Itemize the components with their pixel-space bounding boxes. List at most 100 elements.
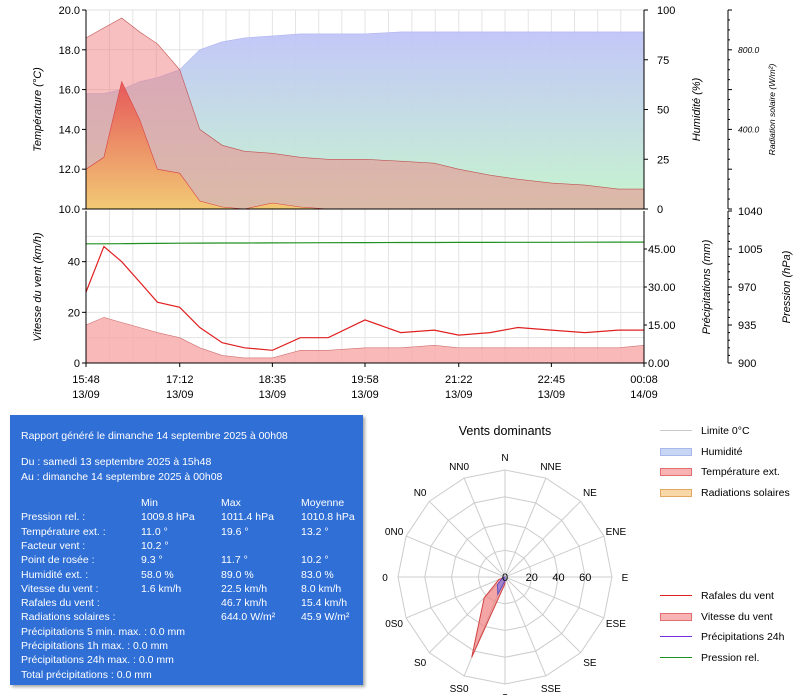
legend-line-swatch bbox=[660, 656, 692, 658]
x-tick-label: 18:35 bbox=[259, 374, 287, 386]
stat-cell: 15.4 km/h bbox=[301, 597, 348, 610]
x-tick-label: 19:58 bbox=[351, 374, 379, 386]
stat-cell: 10.2 ° bbox=[141, 539, 169, 552]
x-tick-label: 22:45 bbox=[538, 374, 566, 386]
rose-direction-label: E bbox=[622, 573, 629, 584]
rose-spoke bbox=[504, 500, 582, 578]
y-axis-title: Pression (hPa) bbox=[781, 250, 793, 323]
y-tick-label: 15.00 bbox=[648, 320, 676, 332]
stat-cell: 10.2 ° bbox=[301, 554, 329, 567]
y-tick-label: 50 bbox=[657, 105, 669, 117]
stat-cell: Min bbox=[141, 497, 158, 509]
stat-cell: Pression rel. : bbox=[21, 511, 86, 524]
rose-direction-label: 0S0 bbox=[385, 619, 403, 630]
y-tick-label: 800.0 bbox=[738, 45, 760, 55]
y-tick-label: 900 bbox=[738, 358, 756, 370]
stat-cell: 1009.8 hPa bbox=[141, 511, 195, 524]
rose-spoke bbox=[504, 535, 605, 578]
stat-cell: 22.5 km/h bbox=[221, 582, 268, 595]
stat-cell: 89.0 % bbox=[221, 568, 254, 581]
legend-label: Vitesse du vent bbox=[701, 610, 773, 623]
stat-cell: Facteur vent : bbox=[21, 539, 86, 552]
rose-spoke bbox=[504, 576, 605, 619]
rose-spoke bbox=[405, 535, 506, 578]
x-tick-label: 13/09 bbox=[72, 389, 100, 401]
stat-cell: Point de rosée : bbox=[21, 554, 95, 567]
wind-speed-area bbox=[85, 317, 645, 364]
rose-direction-label: N0 bbox=[414, 488, 427, 499]
y-tick-label: 12.0 bbox=[59, 164, 80, 176]
legend-box-swatch bbox=[660, 468, 692, 476]
rose-direction-label: ENE bbox=[606, 527, 627, 538]
y-tick-label: 25 bbox=[657, 154, 669, 166]
rose-direction-label: SSE bbox=[541, 684, 561, 695]
temperature-area bbox=[85, 17, 645, 210]
rose-direction-label: 0 bbox=[382, 573, 388, 584]
rose-direction-label: NNE bbox=[540, 462, 561, 473]
stat-cell: 1.6 km/h bbox=[141, 582, 182, 595]
legend-line-swatch bbox=[660, 636, 692, 637]
legend-box-swatch bbox=[660, 488, 692, 497]
stat-cell: 45.9 W/m² bbox=[301, 611, 350, 624]
rose-direction-label: S0 bbox=[414, 658, 427, 669]
x-tick-label: 17:12 bbox=[166, 374, 194, 386]
legend-label: Pression rel. bbox=[701, 651, 760, 664]
y-tick-label: 1005 bbox=[738, 244, 762, 256]
pressure-line bbox=[86, 241, 644, 245]
y-tick-label: 45.00 bbox=[648, 244, 676, 256]
stat-cell: 46.7 km/h bbox=[221, 597, 268, 610]
x-tick-label: 14/09 bbox=[630, 389, 658, 401]
stat-cell: Vitesse du vent : bbox=[21, 582, 99, 595]
y-tick-label: 20 bbox=[68, 307, 80, 319]
stat-cell: Total précipitations : 0.0 mm bbox=[21, 668, 152, 681]
rose-direction-label: NE bbox=[583, 488, 597, 499]
y-tick-label: 75 bbox=[657, 55, 669, 67]
stat-cell: 8.0 km/h bbox=[301, 582, 342, 595]
stat-cell: Moyenne bbox=[301, 497, 345, 509]
x-tick-label: 13/09 bbox=[351, 389, 379, 401]
rose-radial-label: 40 bbox=[552, 572, 564, 584]
y-tick-label: 40 bbox=[68, 257, 80, 269]
rose-direction-label: ESE bbox=[606, 619, 626, 630]
stat-cell: Max bbox=[221, 497, 241, 509]
rose-gust-area bbox=[496, 576, 506, 597]
y-axis-title: Humidité (%) bbox=[691, 77, 703, 141]
rose-direction-label: N bbox=[501, 453, 508, 464]
rose-direction-label: SE bbox=[583, 658, 597, 669]
x-tick-label: 00:08 bbox=[630, 374, 658, 386]
stat-cell: Température ext. : bbox=[21, 525, 106, 538]
y-tick-label: 16.0 bbox=[59, 85, 80, 97]
y-tick-label: 10.0 bbox=[59, 204, 80, 216]
wind-gust-line bbox=[85, 245, 644, 351]
stat-cell: 644.0 W/m² bbox=[221, 611, 276, 624]
stat-cell: 19.6 ° bbox=[221, 525, 249, 538]
y-tick-label: 935 bbox=[738, 320, 756, 332]
weather-charts: 10.0 12.0 14.0 16.0 18.0 20.0 0 25 50 75 100 Tempér… bbox=[32, 5, 793, 401]
y-axis-title: Température (°C) bbox=[32, 67, 44, 152]
rose-wind-area bbox=[471, 576, 506, 658]
stat-cell: Rafales du vent : bbox=[21, 597, 100, 610]
rose-direction-label: SS0 bbox=[450, 684, 469, 695]
rose-direction-label: S bbox=[502, 693, 509, 695]
legend-box-swatch bbox=[660, 447, 692, 456]
rose-spoke bbox=[504, 576, 547, 677]
rose-radial-label: 20 bbox=[526, 572, 538, 584]
x-tick-label: 13/09 bbox=[445, 389, 473, 401]
y-axis-title: Radiation solaire (W/m²) bbox=[767, 64, 777, 156]
report-to: Au : dimanche 14 septembre 2025 à 00h08 bbox=[21, 471, 223, 483]
report-title: Rapport généré le dimanche 14 septembre … bbox=[21, 430, 288, 442]
y-tick-label: 400.0 bbox=[738, 124, 760, 134]
rose-direction-label: 0N0 bbox=[385, 527, 404, 538]
stat-cell: Précipitations 1h max. : 0.0 mm bbox=[21, 639, 169, 652]
y-tick-label: 970 bbox=[738, 282, 756, 294]
legend-line-swatch bbox=[660, 430, 692, 431]
stat-cell: 1010.8 hPa bbox=[301, 511, 355, 524]
y-tick-label: 0 bbox=[74, 358, 80, 370]
legend-label: Humidité bbox=[701, 445, 743, 458]
rose-spoke bbox=[428, 500, 506, 578]
x-tick-label: 13/09 bbox=[166, 389, 194, 401]
rose-radial-label: 60 bbox=[579, 572, 591, 584]
y-tick-label: 1040 bbox=[738, 206, 762, 218]
legend-line-swatch bbox=[660, 595, 692, 596]
y-axis-title: Vitesse du vent (km/h) bbox=[32, 232, 44, 342]
